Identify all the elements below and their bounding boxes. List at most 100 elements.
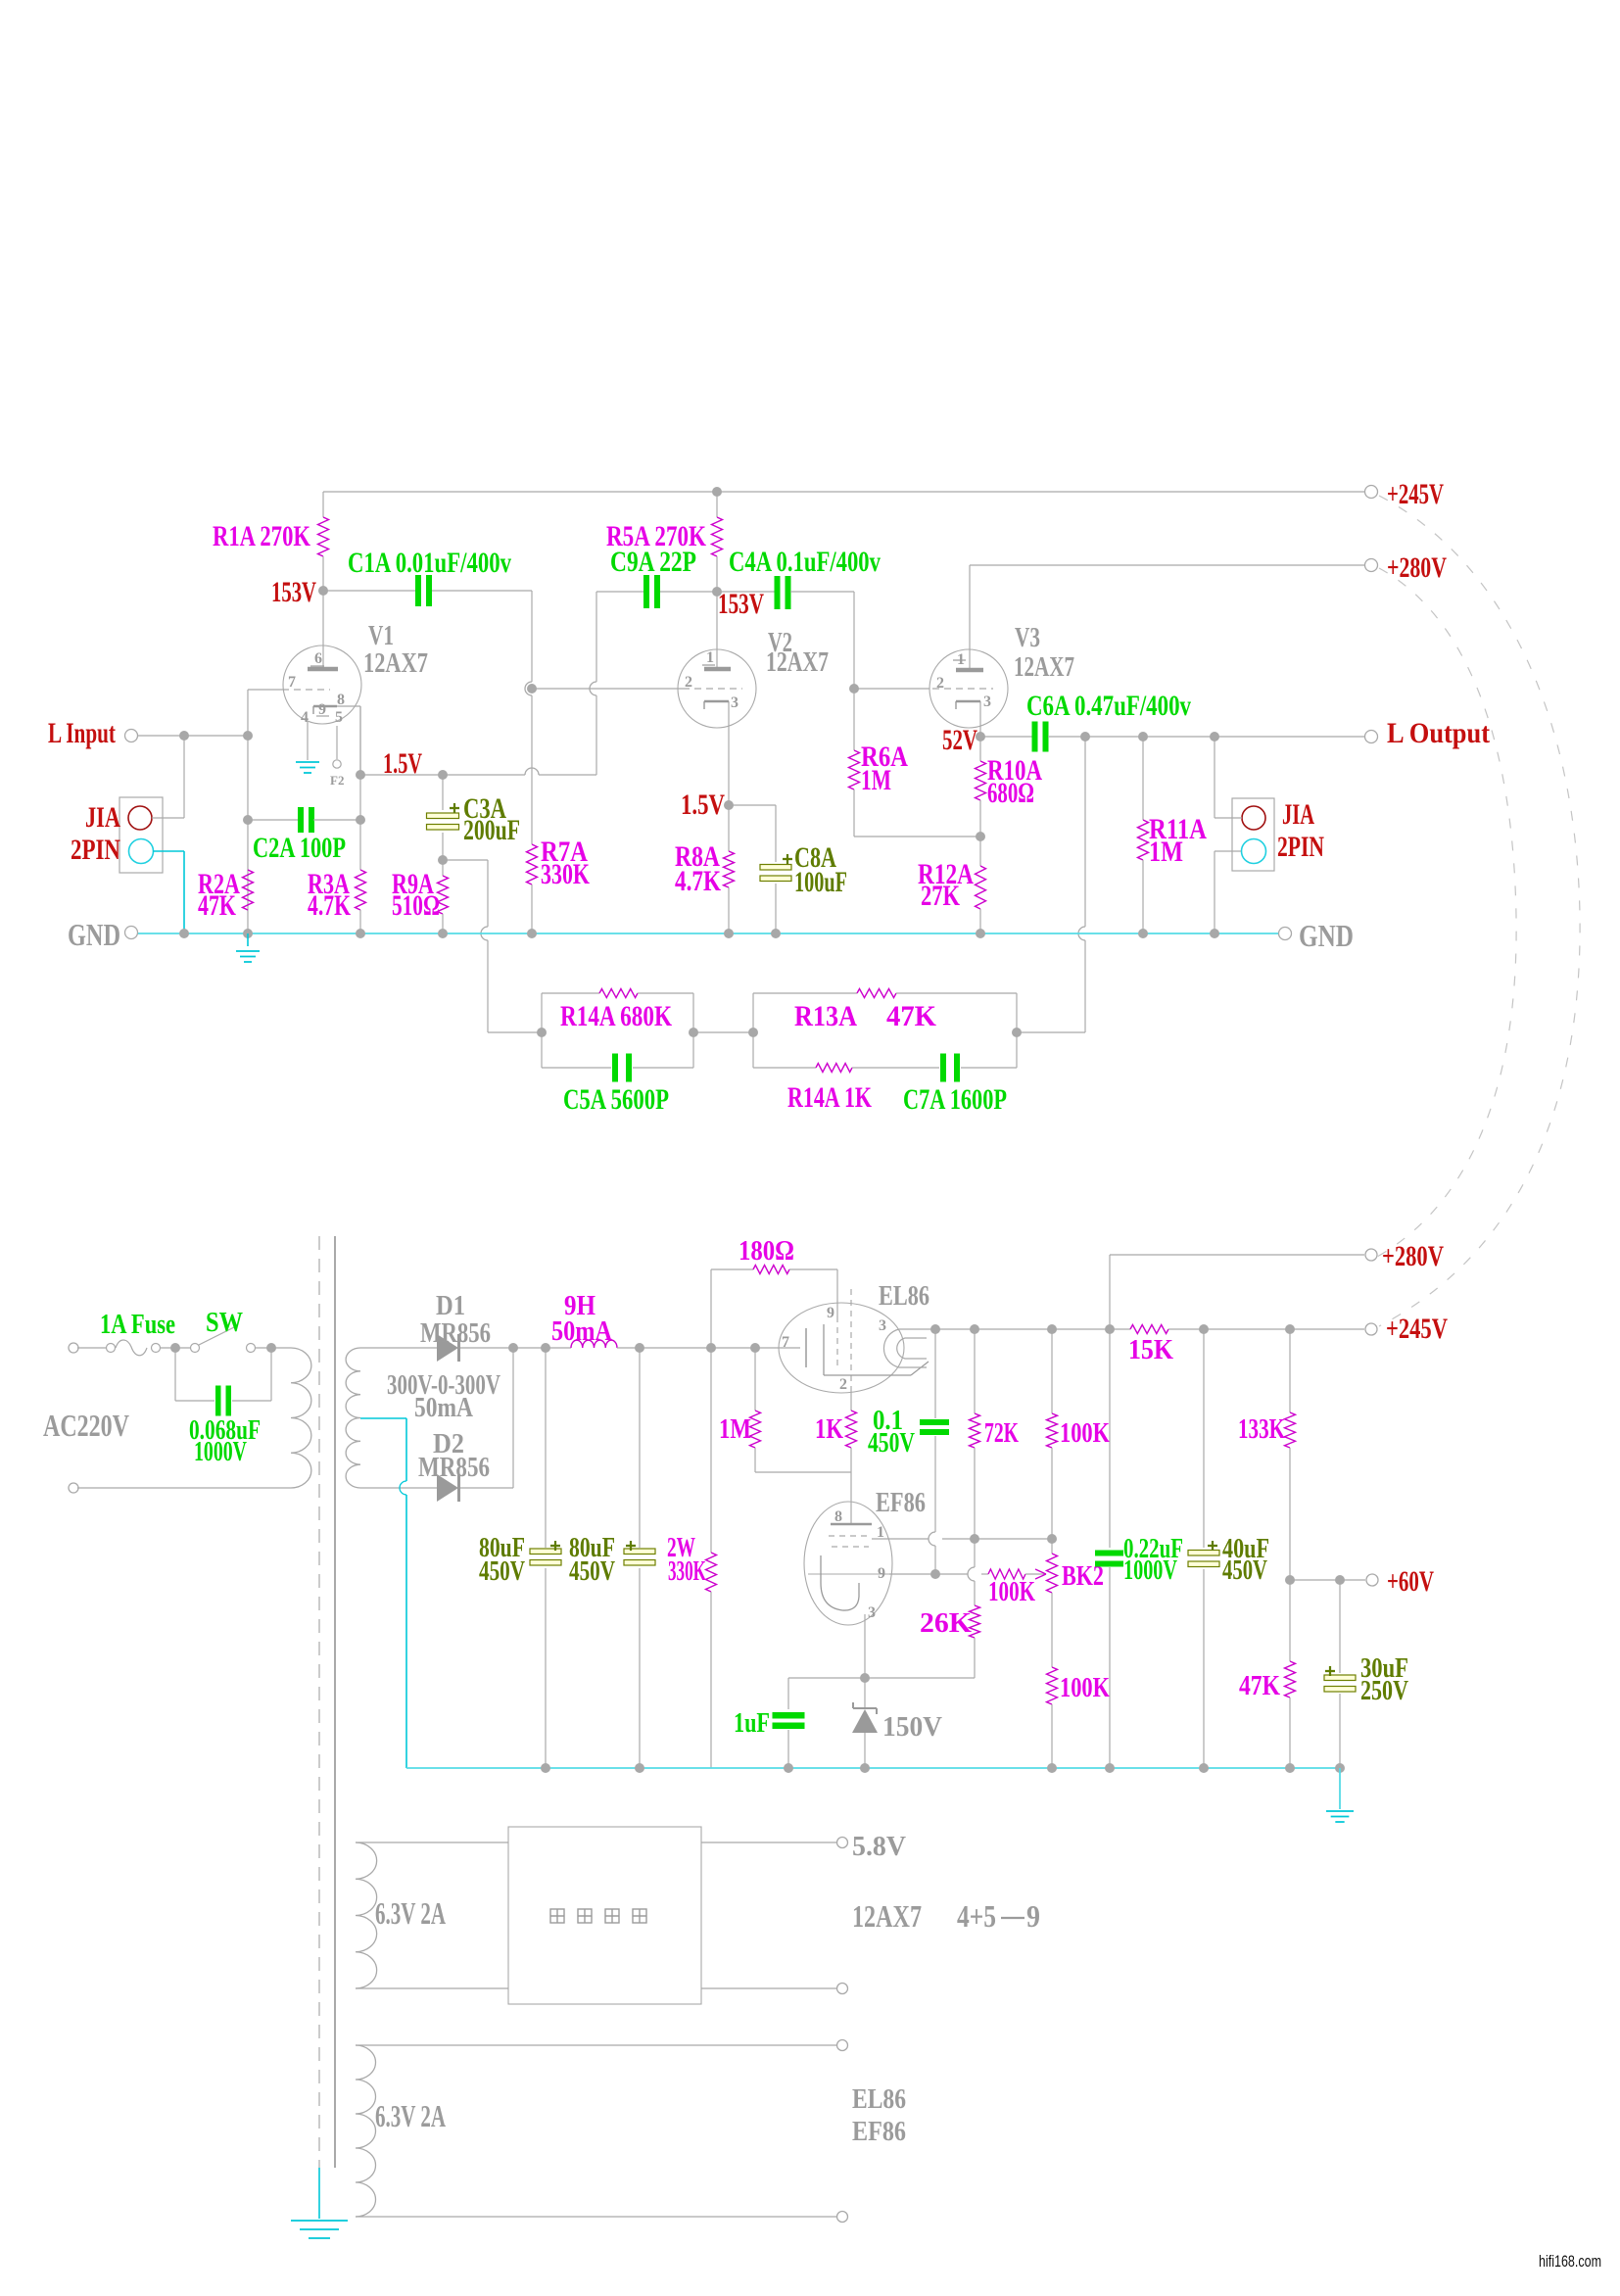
svg-text:1M: 1M	[1149, 836, 1183, 868]
svg-text:9: 9	[318, 701, 326, 718]
svg-text:250V: 250V	[1360, 1676, 1408, 1706]
svg-text:330K: 330K	[668, 1556, 706, 1587]
svg-text:1.5V: 1.5V	[383, 747, 422, 780]
svg-text:450V: 450V	[1222, 1555, 1267, 1586]
svg-text:2: 2	[839, 1376, 847, 1393]
svg-text:+280V: +280V	[1382, 1240, 1444, 1272]
svg-text:C8A: C8A	[794, 841, 836, 874]
svg-text:D1: D1	[436, 1291, 465, 1321]
svg-text:0.1: 0.1	[873, 1406, 903, 1436]
svg-text:150V: 150V	[882, 1712, 942, 1743]
svg-text:330K: 330K	[541, 858, 590, 890]
svg-text:450V: 450V	[569, 1556, 615, 1587]
svg-text:100K: 100K	[988, 1577, 1035, 1607]
svg-text:MR856: MR856	[418, 1453, 490, 1483]
svg-text:6: 6	[314, 650, 322, 667]
svg-text:R10A: R10A	[987, 754, 1042, 787]
svg-text:3: 3	[983, 694, 991, 710]
svg-text:50mA: 50mA	[414, 1393, 474, 1423]
svg-text:0.22uF: 0.22uF	[1123, 1534, 1183, 1564]
svg-text:12AX7: 12AX7	[1014, 652, 1074, 683]
svg-text:R12A: R12A	[918, 858, 974, 890]
svg-text:+245V: +245V	[1387, 478, 1444, 510]
svg-text:1A Fuse: 1A Fuse	[100, 1310, 175, 1340]
svg-text:2W: 2W	[667, 1533, 695, 1563]
svg-text:47K: 47K	[198, 889, 236, 922]
svg-text:R7A: R7A	[541, 836, 588, 868]
svg-text:180Ω: 180Ω	[739, 1236, 794, 1267]
svg-text:V2: V2	[768, 628, 792, 658]
svg-text:R5A 270K: R5A 270K	[606, 520, 707, 552]
svg-text:80uF: 80uF	[569, 1533, 615, 1563]
svg-text:R9A: R9A	[392, 868, 434, 900]
svg-text:47K: 47K	[1239, 1671, 1280, 1701]
svg-text:R14A 680K: R14A 680K	[560, 1000, 673, 1032]
svg-text:72K: 72K	[984, 1418, 1019, 1449]
svg-text:R14A 1K: R14A 1K	[787, 1081, 872, 1114]
svg-text:2PIN: 2PIN	[1277, 831, 1324, 863]
svg-text:EF86: EF86	[852, 2117, 906, 2147]
svg-text:R3A: R3A	[308, 868, 350, 900]
svg-text:EF86: EF86	[876, 1488, 926, 1518]
svg-text:2: 2	[685, 674, 692, 691]
svg-text:C2A 100P: C2A 100P	[253, 832, 346, 864]
svg-text:133K: 133K	[1238, 1414, 1285, 1445]
svg-text:200uF: 200uF	[463, 814, 520, 846]
svg-text:26K: 26K	[920, 1608, 972, 1639]
svg-text:4+5: 4+5	[957, 1898, 996, 1934]
svg-text:C3A: C3A	[463, 792, 506, 825]
svg-text:1: 1	[706, 649, 714, 666]
svg-text:7: 7	[288, 674, 296, 691]
svg-text:1M: 1M	[719, 1414, 751, 1445]
svg-text:5.8V: 5.8V	[852, 1832, 906, 1862]
svg-text:50mA: 50mA	[551, 1316, 613, 1347]
svg-text:30uF: 30uF	[1360, 1653, 1408, 1684]
svg-text:R1A 270K: R1A 270K	[213, 520, 310, 552]
svg-text:9: 9	[878, 1565, 885, 1582]
svg-text:40uF: 40uF	[1222, 1534, 1269, 1564]
svg-text:4: 4	[301, 709, 309, 726]
svg-text:R8A: R8A	[675, 840, 720, 873]
svg-text:2PIN: 2PIN	[71, 834, 120, 866]
svg-text:510Ω: 510Ω	[392, 889, 440, 922]
svg-text:300V-0-300V: 300V-0-300V	[387, 1370, 500, 1401]
svg-text:1: 1	[877, 1524, 884, 1541]
svg-text:100K: 100K	[1060, 1673, 1110, 1703]
svg-text:680Ω: 680Ω	[987, 777, 1034, 809]
svg-text:R13A: R13A	[794, 1000, 857, 1032]
svg-text:C7A 1600P: C7A 1600P	[903, 1083, 1007, 1116]
svg-text:C6A 0.47uF/400v: C6A 0.47uF/400v	[1026, 690, 1191, 722]
svg-text:D2: D2	[433, 1429, 464, 1459]
svg-text:V3: V3	[1015, 623, 1040, 653]
svg-text:R11A: R11A	[1149, 813, 1207, 845]
svg-text:R6A: R6A	[861, 741, 908, 773]
svg-text:EL86: EL86	[852, 2084, 906, 2115]
svg-text:C9A 22P: C9A 22P	[610, 546, 696, 578]
svg-text:C5A 5600P: C5A 5600P	[563, 1083, 669, 1116]
svg-text:2: 2	[936, 675, 944, 692]
svg-text:100uF: 100uF	[794, 866, 847, 898]
svg-text:1000V: 1000V	[1123, 1555, 1177, 1586]
svg-text:1M: 1M	[861, 764, 891, 796]
svg-text:5: 5	[335, 709, 343, 726]
svg-text:V1: V1	[368, 621, 394, 651]
svg-text:4.7K: 4.7K	[675, 865, 722, 897]
svg-text:153V: 153V	[718, 588, 764, 620]
svg-text:EL86: EL86	[879, 1281, 929, 1312]
svg-text:GND: GND	[68, 917, 120, 952]
svg-text:8: 8	[834, 1508, 842, 1525]
svg-text:1.5V: 1.5V	[681, 789, 725, 821]
svg-text:7: 7	[782, 1334, 789, 1351]
svg-text:12AX7: 12AX7	[766, 647, 829, 678]
svg-text:+245V: +245V	[1386, 1313, 1448, 1345]
svg-text:9: 9	[1026, 1898, 1040, 1934]
svg-text:27K: 27K	[921, 880, 960, 912]
svg-text:L Input: L Input	[48, 717, 116, 749]
svg-text:9: 9	[827, 1305, 834, 1321]
svg-text:8: 8	[337, 692, 345, 708]
svg-text:+280V: +280V	[1387, 551, 1447, 584]
svg-text:R2A: R2A	[198, 868, 240, 900]
svg-text:C1A 0.01uF/400v: C1A 0.01uF/400v	[348, 547, 511, 579]
svg-text:9H: 9H	[564, 1291, 596, 1321]
svg-text:100K: 100K	[1060, 1418, 1110, 1449]
